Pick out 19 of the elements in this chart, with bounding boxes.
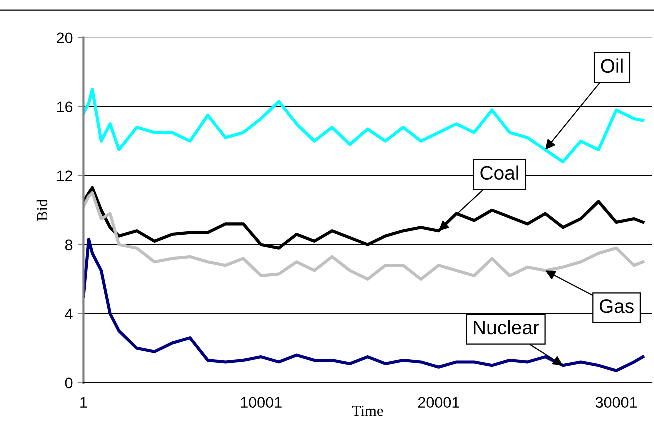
x-axis-title: Time — [352, 406, 384, 416]
line-series — [84, 238, 645, 372]
series-label: Nuclear — [474, 320, 540, 335]
y-axis-title: Bid — [36, 200, 48, 221]
x-tick-label: 1 — [80, 397, 88, 408]
x-tick-label: 20001 — [418, 397, 460, 408]
y-tick-label: 12 — [57, 170, 73, 182]
x-tick-label: 30001 — [596, 397, 638, 408]
line-series — [84, 192, 645, 281]
line-series — [84, 88, 645, 164]
y-tick-label: 0 — [65, 378, 73, 389]
y-tick-label: 4 — [65, 308, 73, 320]
series-label: Gas — [600, 299, 634, 314]
y-tick-label: 8 — [65, 240, 73, 251]
series-label: Coal — [480, 166, 518, 180]
y-tick-label: 20 — [57, 32, 73, 44]
series-label: Oil — [601, 58, 623, 74]
y-tick-label: 16 — [57, 102, 73, 113]
x-tick-label: 10001 — [241, 397, 282, 408]
